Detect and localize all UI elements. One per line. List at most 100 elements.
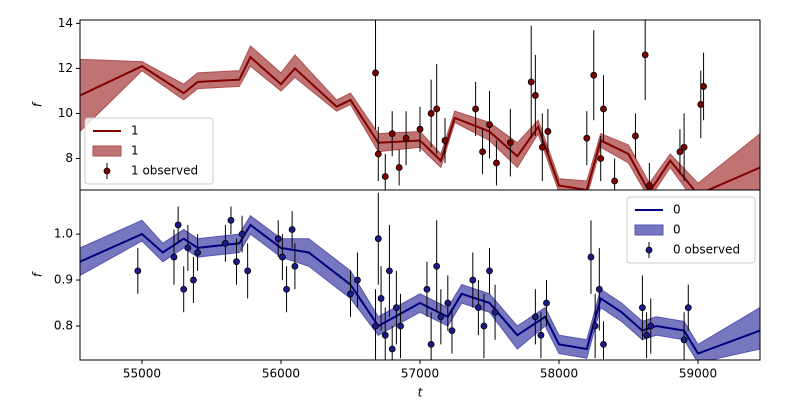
mean-line	[80, 55, 760, 190]
observed-point	[238, 230, 246, 238]
legend-label: 0	[673, 223, 681, 237]
y-tick-label: 12	[58, 61, 73, 75]
observed-point	[600, 105, 607, 113]
observed-point	[288, 226, 296, 233]
y-tick-label: 14	[58, 16, 73, 30]
observed-point	[372, 69, 379, 77]
y-tick-label: 8	[65, 151, 73, 165]
legend-patch	[92, 145, 122, 157]
observed-point	[433, 105, 441, 113]
observed-point	[392, 304, 400, 312]
observed-point	[676, 148, 684, 156]
observed-point	[474, 304, 482, 312]
observed-point	[174, 221, 182, 229]
observed-point	[448, 327, 456, 334]
observed-point	[632, 132, 639, 140]
observed-point	[221, 239, 229, 247]
observed-point	[645, 182, 653, 189]
observed-point	[700, 83, 707, 90]
observed-point	[469, 276, 477, 284]
legend-label: 0	[673, 203, 681, 217]
y-tick-label: 10	[58, 106, 73, 120]
legend-patch	[634, 224, 664, 236]
observed-point	[180, 285, 188, 293]
observed-point	[697, 101, 705, 108]
x-tick-label: 57000	[401, 367, 439, 381]
x-tick-label: 58000	[540, 367, 578, 381]
observed-point	[437, 313, 445, 321]
observed-point	[395, 164, 403, 171]
legend-marker	[103, 167, 111, 175]
legend-box	[84, 117, 214, 185]
x-tick-label: 55000	[123, 367, 161, 381]
observed-point	[441, 137, 449, 144]
observed-point	[423, 285, 431, 293]
observed-point	[506, 139, 514, 147]
observed-point	[427, 110, 435, 117]
observed-point	[190, 276, 197, 284]
observed-point	[647, 322, 655, 330]
observed-point	[639, 304, 646, 312]
observed-point	[591, 322, 599, 330]
observed-point	[472, 105, 480, 113]
observed-point	[381, 173, 389, 180]
observed-point	[274, 235, 282, 243]
observed-point	[587, 253, 595, 261]
observed-point	[374, 150, 382, 158]
observed-point	[680, 143, 688, 151]
legend-label: 1 observed	[131, 164, 198, 178]
observed-point	[544, 128, 552, 135]
x-tick-label: 56000	[262, 367, 300, 381]
observed-point	[377, 295, 385, 302]
observed-point	[486, 121, 493, 129]
y-axis-label: f	[31, 101, 45, 107]
observed-point	[347, 290, 354, 298]
observed-point	[444, 299, 452, 307]
plot-area	[80, 192, 760, 360]
observed-point	[194, 249, 201, 256]
observed-point	[531, 92, 539, 99]
observed-point	[416, 125, 424, 133]
observed-point	[402, 134, 410, 142]
observed-point	[388, 345, 396, 353]
observed-point	[134, 267, 142, 275]
observed-point	[590, 71, 598, 79]
observed-point	[184, 244, 192, 252]
observed-point	[527, 78, 535, 86]
observed-point	[680, 336, 688, 344]
observed-point	[486, 267, 493, 275]
observed-point	[491, 308, 499, 316]
plot-area	[80, 20, 760, 190]
legend-label: 1	[131, 124, 139, 138]
observed-point	[595, 285, 603, 293]
observed-point	[386, 267, 393, 275]
y-tick-label: 0.8	[54, 319, 73, 333]
observed-point	[233, 258, 240, 266]
x-tick-label: 59000	[679, 367, 717, 381]
legend-label: 1	[131, 144, 139, 158]
observed-point	[480, 322, 488, 330]
observed-point	[291, 262, 299, 270]
observed-point	[170, 253, 178, 261]
observed-point	[641, 51, 649, 59]
observed-point	[493, 159, 500, 167]
observed-point	[283, 285, 290, 293]
observed-point	[684, 304, 692, 312]
observed-point	[388, 130, 396, 138]
observed-point	[427, 340, 435, 348]
observed-point	[597, 155, 605, 162]
observed-point	[244, 267, 252, 275]
observed-point	[372, 322, 379, 330]
legend-box	[626, 196, 756, 264]
y-tick-label: 0.9	[54, 273, 73, 287]
observed-point	[611, 177, 619, 185]
legend-marker	[645, 246, 653, 254]
observed-point	[433, 262, 441, 270]
y-axis-label: f	[31, 271, 45, 277]
observed-point	[600, 340, 607, 348]
observed-point	[381, 331, 389, 339]
observed-point	[643, 331, 650, 339]
observed-point	[278, 253, 286, 261]
observed-point	[543, 299, 550, 307]
